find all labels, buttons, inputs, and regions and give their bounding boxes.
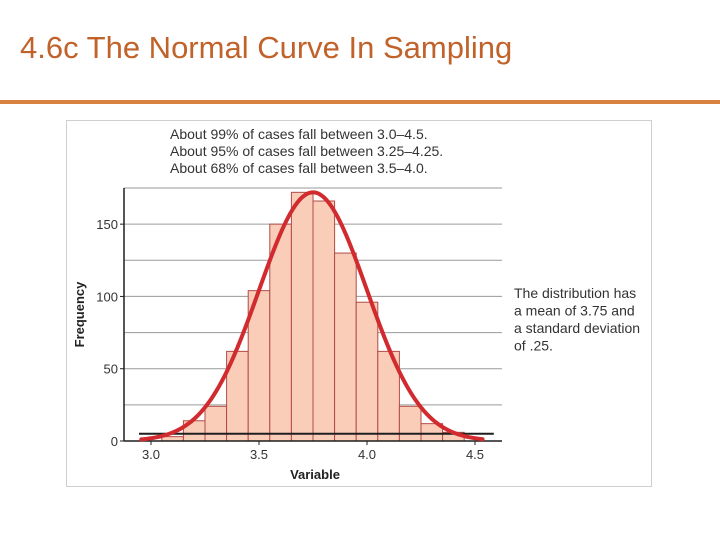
distribution-note: a standard deviation (514, 320, 640, 336)
axis-layer (120, 188, 502, 445)
x-tick-label: 4.5 (466, 447, 484, 462)
histogram-bar (312, 200, 336, 442)
x-tick-label: 3.0 (142, 447, 160, 462)
histogram-bar (290, 191, 314, 442)
range-annotation: About 95% of cases fall between 3.25–4.2… (170, 143, 443, 159)
x-tick-label: 4.0 (358, 447, 376, 462)
histogram-bar (355, 301, 379, 442)
range-annotation: About 68% of cases fall between 3.5–4.0. (170, 160, 428, 176)
histogram-bar (204, 405, 228, 442)
y-tick-label: 50 (104, 362, 118, 377)
y-axis-label: Frequency (72, 281, 87, 348)
y-tick-label: 150 (96, 217, 118, 232)
x-axis-label: Variable (290, 467, 340, 482)
slide-title: 4.6c The Normal Curve In Sampling (20, 30, 513, 65)
title-divider (0, 100, 720, 104)
bars-layer (161, 191, 465, 442)
distribution-note: of .25. (514, 338, 553, 354)
curve-layer (139, 190, 485, 442)
normal-curve (139, 190, 485, 442)
y-tick-label: 100 (96, 289, 118, 304)
y-tick-label: 0 (111, 434, 118, 449)
text-layer: 0 50 100 150 3.0 3.5 4.0 4.5 Variable Frequency Ab… (72, 126, 640, 482)
histogram-bar (334, 252, 357, 442)
x-tick-label: 3.5 (250, 447, 268, 462)
distribution-note: The distribution has (514, 285, 636, 301)
histogram-bar (398, 405, 422, 442)
range-annotation: About 99% of cases fall between 3.0–4.5. (170, 126, 428, 142)
distribution-note: a mean of 3.75 and (514, 303, 635, 319)
